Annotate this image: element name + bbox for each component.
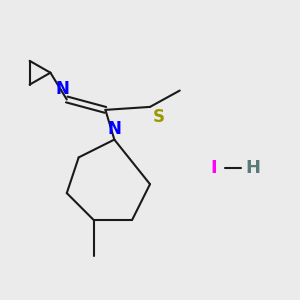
Text: N: N xyxy=(107,120,121,138)
Text: H: H xyxy=(245,159,260,177)
Text: I: I xyxy=(211,159,217,177)
Text: N: N xyxy=(56,80,70,98)
Text: S: S xyxy=(153,108,165,126)
